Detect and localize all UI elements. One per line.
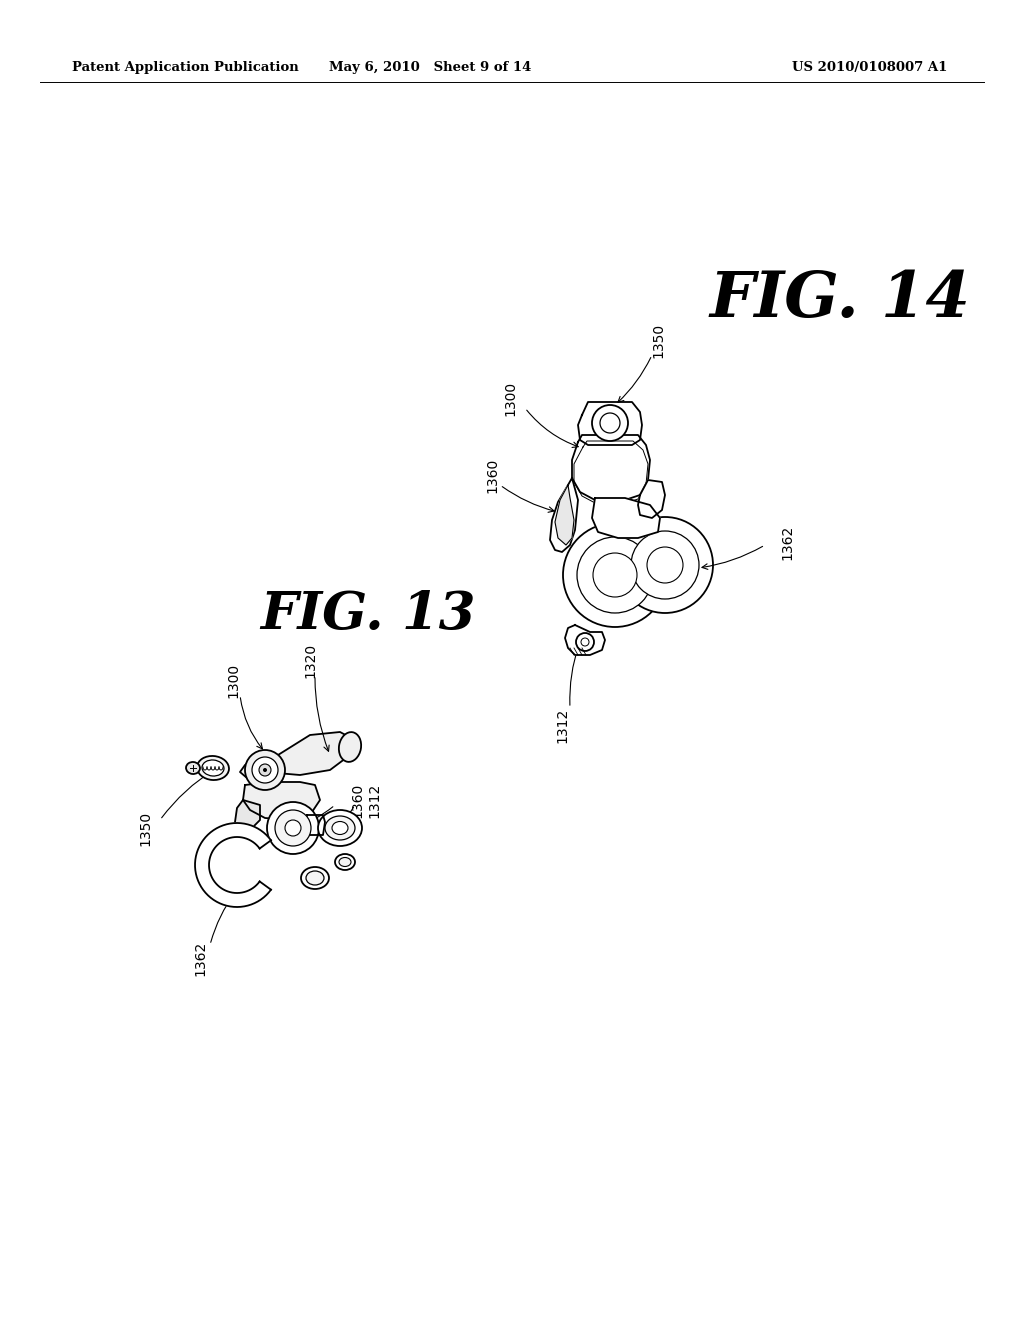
Text: 1360: 1360: [485, 457, 499, 492]
Circle shape: [252, 756, 278, 783]
Polygon shape: [240, 758, 273, 777]
Polygon shape: [234, 800, 260, 832]
Text: FIG. 14: FIG. 14: [710, 269, 971, 331]
Text: US 2010/0108007 A1: US 2010/0108007 A1: [793, 62, 947, 74]
Polygon shape: [260, 733, 355, 775]
Circle shape: [593, 553, 637, 597]
Circle shape: [267, 803, 319, 854]
Circle shape: [631, 531, 699, 599]
Circle shape: [592, 405, 628, 441]
Circle shape: [245, 750, 285, 789]
Circle shape: [577, 537, 653, 612]
Circle shape: [259, 764, 271, 776]
Text: May 6, 2010   Sheet 9 of 14: May 6, 2010 Sheet 9 of 14: [329, 62, 531, 74]
Ellipse shape: [339, 858, 351, 866]
Text: 1350: 1350: [138, 810, 152, 846]
Circle shape: [575, 634, 594, 651]
Polygon shape: [565, 624, 605, 655]
Polygon shape: [555, 484, 574, 545]
Circle shape: [563, 523, 667, 627]
Ellipse shape: [325, 816, 355, 840]
Polygon shape: [572, 436, 650, 500]
Text: FIG. 13: FIG. 13: [260, 590, 476, 640]
Polygon shape: [592, 498, 660, 539]
Text: 1362: 1362: [780, 524, 794, 560]
Ellipse shape: [197, 756, 229, 780]
Circle shape: [600, 413, 620, 433]
Ellipse shape: [202, 760, 224, 776]
Circle shape: [617, 517, 713, 612]
Ellipse shape: [186, 762, 200, 774]
Polygon shape: [243, 781, 319, 820]
Polygon shape: [305, 814, 325, 836]
Ellipse shape: [339, 733, 361, 762]
Text: 1320: 1320: [303, 643, 317, 677]
Text: 1360: 1360: [350, 783, 364, 817]
Circle shape: [263, 768, 267, 772]
Text: 1362: 1362: [193, 940, 207, 975]
Text: 1350: 1350: [651, 322, 665, 358]
Circle shape: [581, 638, 589, 645]
Text: 1312: 1312: [367, 783, 381, 817]
Polygon shape: [195, 822, 271, 907]
Text: 1312: 1312: [555, 708, 569, 743]
Circle shape: [275, 810, 311, 846]
Circle shape: [285, 820, 301, 836]
Ellipse shape: [335, 854, 355, 870]
Polygon shape: [638, 480, 665, 517]
Ellipse shape: [306, 871, 324, 884]
Ellipse shape: [301, 867, 329, 888]
Text: 1300: 1300: [503, 380, 517, 416]
Text: 1300: 1300: [226, 663, 240, 697]
Polygon shape: [550, 478, 578, 552]
Circle shape: [647, 546, 683, 583]
Text: Patent Application Publication: Patent Application Publication: [72, 62, 299, 74]
Ellipse shape: [332, 821, 348, 834]
Ellipse shape: [318, 810, 362, 846]
Polygon shape: [578, 403, 642, 445]
